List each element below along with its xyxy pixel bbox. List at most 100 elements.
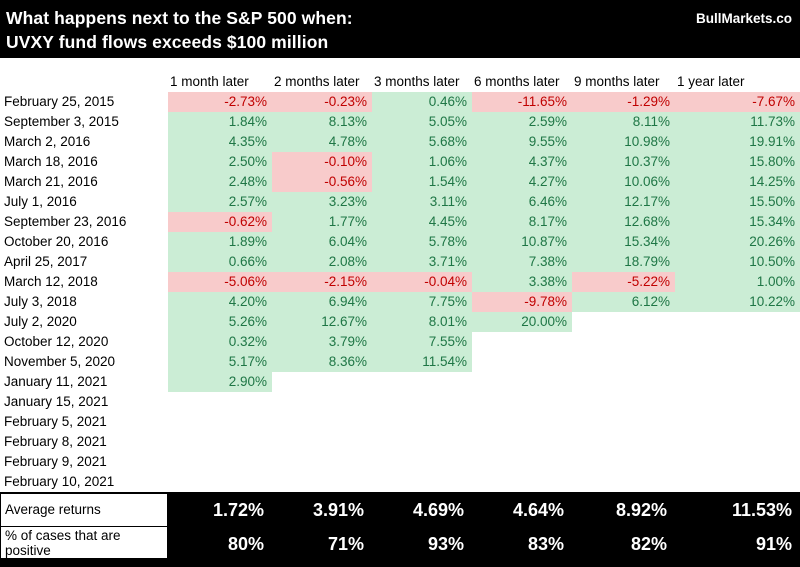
return-cell: 20.26%: [675, 232, 800, 252]
return-cell: 12.17%: [572, 192, 675, 212]
column-header-6: 1 year later: [677, 74, 745, 89]
return-cell: [675, 432, 800, 452]
return-cell: [372, 452, 472, 472]
return-cell: [372, 412, 472, 432]
return-cell: 7.75%: [372, 292, 472, 312]
return-cell: 15.50%: [675, 192, 800, 212]
date-cell: March 2, 2016: [4, 134, 91, 149]
return-cell: 0.66%: [168, 252, 272, 272]
return-cell: 1.77%: [272, 212, 372, 232]
returns-table: 1 month later 2 months later 3 months late…: [0, 70, 800, 559]
return-cell: [372, 372, 472, 392]
return-cell: -1.29%: [572, 92, 675, 112]
date-cell: February 25, 2015: [4, 94, 115, 109]
return-cell: [572, 432, 675, 452]
date-cell: January 11, 2021: [4, 374, 108, 389]
return-cell: 5.78%: [372, 232, 472, 252]
return-cell: [272, 372, 372, 392]
return-cell: -2.73%: [168, 92, 272, 112]
column-header-5: 9 months later: [574, 74, 660, 89]
return-cell: 6.94%: [272, 292, 372, 312]
return-cell: 4.20%: [168, 292, 272, 312]
date-cell: July 1, 2016: [4, 194, 77, 209]
return-cell: [472, 472, 572, 492]
return-cell: [272, 412, 372, 432]
return-cell: 4.27%: [472, 172, 572, 192]
return-cell: 3.38%: [472, 272, 572, 292]
table-body: February 25, 2015 -2.73% -0.23% 0.46% -11.65…: [0, 92, 800, 492]
summary-value: 3.91%: [272, 494, 372, 527]
column-header-row: 1 month later 2 months later 3 months late…: [0, 70, 800, 92]
return-cell: [675, 312, 800, 332]
date-cell: October 20, 2016: [4, 234, 109, 249]
date-cell: February 10, 2021: [4, 474, 115, 489]
table-row: March 18, 2016 2.50% -0.10% 1.06% 4.37% 10.37…: [0, 152, 800, 172]
column-header-2: 2 months later: [274, 74, 360, 89]
table-row: September 23, 2016 -0.62% 1.77% 4.45% 8.17% 1…: [0, 212, 800, 232]
return-cell: 8.13%: [272, 112, 372, 132]
return-cell: [372, 432, 472, 452]
return-cell: 3.71%: [372, 252, 472, 272]
return-cell: [572, 452, 675, 472]
summary-value: 1.72%: [168, 494, 272, 527]
table-row: November 5, 2020 5.17% 8.36% 11.54%: [0, 352, 800, 372]
table-row: January 11, 2021 2.90%: [0, 372, 800, 392]
return-cell: 2.08%: [272, 252, 372, 272]
return-cell: 4.78%: [272, 132, 372, 152]
return-cell: 2.90%: [168, 372, 272, 392]
table-row: February 25, 2015 -2.73% -0.23% 0.46% -11.65…: [0, 92, 800, 112]
return-cell: 6.46%: [472, 192, 572, 212]
date-cell: September 23, 2016: [4, 214, 127, 229]
table-row: March 21, 2016 2.48% -0.56% 1.54% 4.27% 10.06…: [0, 172, 800, 192]
return-cell: [572, 332, 675, 352]
return-cell: [168, 392, 272, 412]
return-cell: [372, 472, 472, 492]
return-cell: 4.45%: [372, 212, 472, 232]
return-cell: 2.50%: [168, 152, 272, 172]
table-row: July 2, 2020 5.26% 12.67% 8.01% 20.00%: [0, 312, 800, 332]
return-cell: [472, 412, 572, 432]
return-cell: [472, 452, 572, 472]
return-cell: 7.55%: [372, 332, 472, 352]
summary-value: 71%: [272, 527, 372, 559]
return-cell: 8.36%: [272, 352, 372, 372]
return-cell: 20.00%: [472, 312, 572, 332]
table-row: February 8, 2021: [0, 432, 800, 452]
return-cell: [572, 392, 675, 412]
date-cell: February 5, 2021: [4, 414, 107, 429]
return-cell: [675, 412, 800, 432]
return-cell: 4.35%: [168, 132, 272, 152]
return-cell: 1.06%: [372, 152, 472, 172]
summary-label: Average returns: [0, 494, 168, 527]
return-cell: 1.54%: [372, 172, 472, 192]
return-cell: 5.05%: [372, 112, 472, 132]
return-cell: [472, 372, 572, 392]
date-cell: July 2, 2020: [4, 314, 77, 329]
return-cell: [272, 392, 372, 412]
return-cell: [472, 332, 572, 352]
date-cell: January 15, 2021: [4, 394, 109, 409]
return-cell: 12.68%: [572, 212, 675, 232]
column-header-4: 6 months later: [474, 74, 560, 89]
table-row: February 9, 2021: [0, 452, 800, 472]
return-cell: 11.54%: [372, 352, 472, 372]
return-cell: 9.55%: [472, 132, 572, 152]
summary-value: 93%: [372, 527, 472, 559]
date-cell: October 12, 2020: [4, 334, 109, 349]
bottom-bar: [0, 558, 800, 567]
date-cell: July 3, 2018: [4, 294, 77, 309]
return-cell: 14.25%: [675, 172, 800, 192]
return-cell: -0.23%: [272, 92, 372, 112]
return-cell: [675, 392, 800, 412]
date-cell: March 12, 2018: [4, 274, 98, 289]
return-cell: 3.23%: [272, 192, 372, 212]
return-cell: 8.17%: [472, 212, 572, 232]
return-cell: 6.12%: [572, 292, 675, 312]
date-cell: February 8, 2021: [4, 434, 107, 449]
brand-logo: BullMarkets.co: [695, 11, 792, 26]
return-cell: [168, 432, 272, 452]
return-cell: 6.04%: [272, 232, 372, 252]
return-cell: [572, 372, 675, 392]
return-cell: [372, 392, 472, 412]
summary-row: % of cases that are positive 80% 71% 93% 83%…: [0, 527, 800, 559]
